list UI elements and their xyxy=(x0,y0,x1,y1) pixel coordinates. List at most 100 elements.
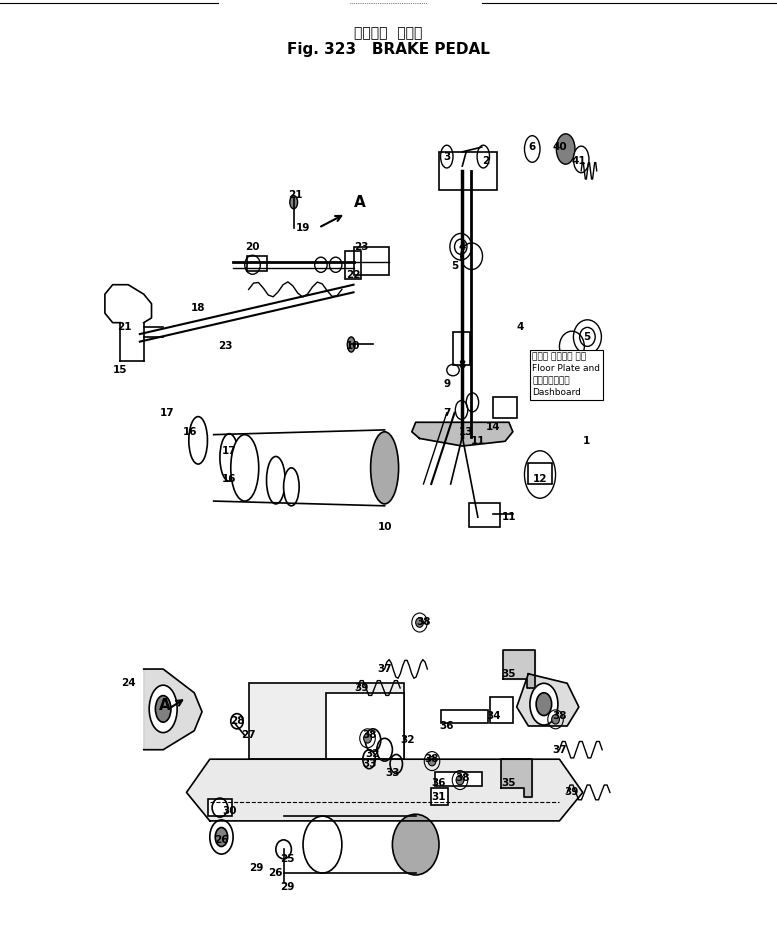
Text: 39: 39 xyxy=(354,683,368,693)
Bar xyxy=(345,251,361,279)
Text: 10: 10 xyxy=(347,342,361,351)
Text: 1: 1 xyxy=(583,437,591,446)
Text: 11: 11 xyxy=(502,512,516,522)
Ellipse shape xyxy=(215,828,228,847)
Text: 41: 41 xyxy=(572,157,586,166)
Text: 37: 37 xyxy=(378,664,392,674)
Ellipse shape xyxy=(556,134,575,164)
Text: 21: 21 xyxy=(117,323,131,332)
Text: 12: 12 xyxy=(533,474,547,484)
Ellipse shape xyxy=(290,195,298,209)
Text: 20: 20 xyxy=(246,242,260,251)
Text: 36: 36 xyxy=(440,721,454,731)
Bar xyxy=(208,799,232,816)
Text: 24: 24 xyxy=(121,679,135,688)
Text: 37: 37 xyxy=(552,745,566,754)
Text: 17: 17 xyxy=(160,408,174,418)
Bar xyxy=(469,503,500,527)
Text: 38: 38 xyxy=(552,712,566,721)
Ellipse shape xyxy=(149,685,177,733)
Text: 36: 36 xyxy=(432,778,446,788)
Text: 18: 18 xyxy=(191,304,205,313)
Ellipse shape xyxy=(580,327,595,346)
Bar xyxy=(528,463,552,484)
Text: 7: 7 xyxy=(443,408,451,418)
Ellipse shape xyxy=(552,715,559,724)
Text: フロア プレート 及び
Floor Plate and
ダッシュボード
Dashboard: フロア プレート 及び Floor Plate and ダッシュボード Dash… xyxy=(532,353,601,397)
Text: 38: 38 xyxy=(424,754,438,764)
Ellipse shape xyxy=(245,255,260,274)
Bar xyxy=(493,397,517,418)
Text: 38: 38 xyxy=(362,731,376,740)
Text: 33: 33 xyxy=(385,769,399,778)
Ellipse shape xyxy=(155,696,171,722)
Text: 25: 25 xyxy=(280,854,294,864)
Text: 16: 16 xyxy=(222,474,236,484)
Text: 38: 38 xyxy=(455,773,469,783)
Bar xyxy=(354,247,388,275)
Text: 22: 22 xyxy=(347,270,361,280)
Ellipse shape xyxy=(456,775,464,785)
Polygon shape xyxy=(503,650,535,688)
Ellipse shape xyxy=(524,451,556,498)
Text: 14: 14 xyxy=(486,422,500,432)
Text: 28: 28 xyxy=(230,716,244,726)
Ellipse shape xyxy=(455,239,467,254)
Text: A: A xyxy=(159,698,171,713)
Text: 38: 38 xyxy=(416,617,430,626)
Bar xyxy=(439,152,497,190)
Ellipse shape xyxy=(573,146,589,173)
Polygon shape xyxy=(412,422,513,446)
Text: 35: 35 xyxy=(502,778,516,788)
Text: 13: 13 xyxy=(459,427,473,437)
Text: 32: 32 xyxy=(401,735,415,745)
Ellipse shape xyxy=(220,434,239,481)
Polygon shape xyxy=(501,759,532,797)
Ellipse shape xyxy=(392,814,439,875)
Bar xyxy=(249,683,404,759)
Text: 21: 21 xyxy=(288,190,302,199)
Text: 32: 32 xyxy=(366,750,380,759)
Ellipse shape xyxy=(284,468,299,506)
Bar xyxy=(431,788,448,805)
Text: 34: 34 xyxy=(486,712,500,721)
Text: Fig. 323   BRAKE PEDAL: Fig. 323 BRAKE PEDAL xyxy=(287,42,490,57)
Text: 3: 3 xyxy=(443,152,451,161)
Ellipse shape xyxy=(303,816,342,873)
Ellipse shape xyxy=(536,693,552,716)
Text: 17: 17 xyxy=(222,446,236,456)
Text: 23: 23 xyxy=(218,342,232,351)
Text: 31: 31 xyxy=(432,792,446,802)
Text: 33: 33 xyxy=(362,759,376,769)
Polygon shape xyxy=(144,669,202,750)
Ellipse shape xyxy=(364,734,371,743)
Text: 40: 40 xyxy=(552,142,566,152)
Text: ブレーキ  ペダル: ブレーキ ペダル xyxy=(354,27,423,40)
Bar xyxy=(326,693,404,759)
Text: 29: 29 xyxy=(280,883,294,892)
Polygon shape xyxy=(517,674,579,726)
Ellipse shape xyxy=(267,456,285,504)
Text: 26: 26 xyxy=(214,835,228,845)
Bar xyxy=(441,710,488,723)
Text: 27: 27 xyxy=(242,731,256,740)
Ellipse shape xyxy=(347,337,355,352)
Text: 10: 10 xyxy=(378,522,392,531)
Ellipse shape xyxy=(428,756,436,766)
Text: 35: 35 xyxy=(502,669,516,679)
Ellipse shape xyxy=(371,432,399,504)
Text: 4: 4 xyxy=(458,242,466,251)
Text: 29: 29 xyxy=(249,864,263,873)
Text: 23: 23 xyxy=(354,242,368,251)
Text: 8: 8 xyxy=(458,361,466,370)
Bar xyxy=(247,256,267,271)
Text: 26: 26 xyxy=(269,868,283,878)
Polygon shape xyxy=(186,759,583,821)
Bar xyxy=(490,697,513,723)
Text: 19: 19 xyxy=(296,223,310,233)
Text: 39: 39 xyxy=(564,788,578,797)
Text: 30: 30 xyxy=(222,807,236,816)
Text: A: A xyxy=(354,195,365,210)
Ellipse shape xyxy=(416,618,423,627)
Text: 4: 4 xyxy=(517,323,524,332)
